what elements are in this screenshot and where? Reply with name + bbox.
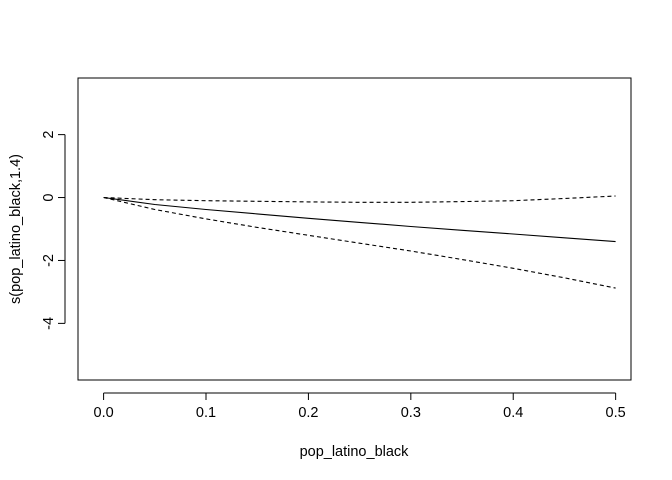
x-axis-title: pop_latino_black	[300, 444, 410, 460]
x-tick-label: 0.4	[503, 405, 523, 421]
x-tick-label: 0.0	[94, 405, 114, 421]
series-layer	[103, 195, 616, 289]
x-tick-label: 0.5	[606, 405, 626, 421]
plot-frame	[77, 77, 632, 381]
x-axis: 0.0 0.1 0.2 0.3 0.4 0.5	[94, 392, 626, 421]
y-tick-label: 0	[41, 194, 57, 202]
x-tick-label: 0.2	[298, 405, 318, 421]
y-tick-label: 2	[41, 131, 57, 139]
y-axis-title: s(pop_latino_black,1.4)	[8, 154, 24, 304]
x-tick-label: 0.3	[401, 405, 421, 421]
y-tick-label: -4	[41, 317, 57, 330]
y-tick-label: -2	[41, 254, 57, 267]
confidence-band-line	[103, 195, 616, 203]
x-tick-label: 0.1	[196, 405, 216, 421]
confidence-band-line	[103, 196, 616, 289]
smooth-fit-line	[103, 196, 616, 243]
y-axis: -4 -2 0 2	[41, 131, 66, 330]
